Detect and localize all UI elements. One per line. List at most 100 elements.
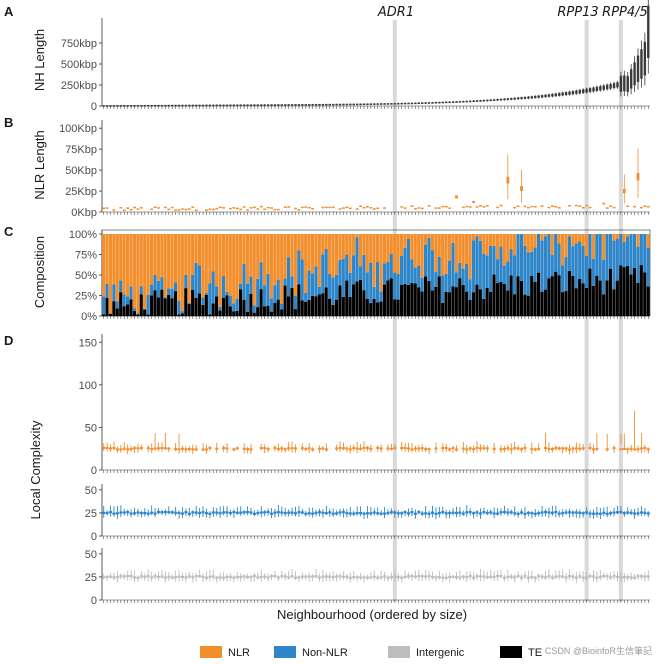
- complexity-box-non-nlr: [568, 511, 572, 514]
- y-tick-label-d3: 0: [91, 595, 97, 607]
- complexity-box-intergenic: [249, 576, 253, 579]
- composition-nlr-bar: [300, 234, 304, 260]
- composition-te-bar: [125, 304, 130, 316]
- composition-te-bar: [129, 299, 133, 316]
- nh-length-box: [530, 96, 534, 99]
- complexity-box-intergenic: [228, 575, 232, 578]
- complexity-box-non-nlr: [198, 511, 202, 515]
- nlr-length-box: [177, 209, 181, 211]
- complexity-box-intergenic: [204, 576, 208, 579]
- complexity-box-intergenic: [266, 576, 270, 579]
- complexity-box-non-nlr: [509, 511, 513, 514]
- complexity-box-nlr: [400, 446, 404, 450]
- complexity-box-non-nlr: [526, 511, 530, 514]
- nlr-length-box: [417, 207, 421, 209]
- nlr-length-box: [585, 204, 589, 207]
- composition-nlr-bar: [293, 234, 297, 296]
- composition-nlr-bar: [286, 234, 291, 258]
- nh-length-box: [277, 104, 280, 106]
- composition-nlr-bar: [509, 234, 513, 250]
- composition-nlr-bar: [262, 234, 267, 286]
- composition-nonnlr-bar: [389, 253, 393, 279]
- composition-nlr-bar: [225, 234, 229, 292]
- complexity-box-non-nlr: [174, 511, 178, 514]
- complexity-box-nlr: [605, 448, 609, 451]
- nlr-length-box: [369, 207, 373, 209]
- complexity-box-intergenic: [232, 576, 236, 579]
- complexity-box-nlr: [478, 447, 482, 450]
- composition-te-bar: [310, 295, 315, 316]
- complexity-box-nlr: [427, 448, 431, 451]
- composition-te-bar: [379, 301, 383, 316]
- complexity-box-non-nlr: [355, 512, 359, 515]
- complexity-box-intergenic: [222, 576, 226, 579]
- y-tick-label-c: 25%: [75, 291, 97, 303]
- complexity-box-non-nlr: [598, 512, 602, 515]
- composition-te-bar: [595, 275, 599, 316]
- complexity-box-intergenic: [112, 576, 116, 579]
- nh-length-box: [520, 97, 523, 100]
- nh-length-box: [102, 105, 105, 107]
- complexity-box-intergenic: [194, 575, 198, 578]
- complexity-box-non-nlr: [300, 511, 304, 514]
- complexity-box-nlr: [150, 448, 154, 451]
- nh-length-box: [126, 105, 129, 107]
- composition-nonnlr-bar: [338, 259, 342, 286]
- complexity-box-intergenic: [410, 574, 414, 578]
- nh-length-box: [479, 100, 482, 102]
- composition-te-bar: [468, 299, 472, 316]
- complexity-box-nlr: [441, 447, 445, 450]
- composition-nonnlr-bar: [547, 234, 551, 279]
- nlr-length-box: [581, 206, 585, 209]
- composition-nonnlr-bar: [273, 285, 277, 303]
- complexity-box-intergenic: [550, 576, 554, 579]
- complexity-box-intergenic: [129, 574, 133, 578]
- composition-te-bar: [632, 267, 637, 316]
- composition-nlr-bar: [365, 234, 369, 273]
- composition-nonnlr-bar: [191, 274, 195, 290]
- composition-te-bar: [646, 286, 650, 316]
- composition-nlr-bar: [376, 234, 380, 263]
- composition-nonnlr-bar: [304, 292, 308, 302]
- nlr-length-box: [167, 208, 171, 211]
- composition-nonnlr-bar: [530, 251, 534, 276]
- composition-nlr-bar: [228, 234, 232, 296]
- composition-te-bar: [293, 309, 297, 316]
- complexity-box-intergenic: [239, 575, 243, 579]
- complexity-box-intergenic: [554, 575, 558, 578]
- composition-te-bar: [475, 284, 479, 316]
- nh-length-box: [147, 105, 150, 107]
- composition-nonnlr-bar: [242, 264, 246, 300]
- complexity-box-nlr: [520, 448, 524, 451]
- composition-nlr-bar: [560, 234, 565, 266]
- complexity-box-nlr: [475, 446, 479, 449]
- complexity-box-non-nlr: [396, 512, 400, 515]
- complexity-box-nlr: [581, 447, 585, 450]
- complexity-box-non-nlr: [160, 511, 164, 514]
- composition-te-bar: [321, 293, 325, 316]
- nlr-length-box: [646, 205, 650, 208]
- complexity-box-non-nlr: [352, 512, 356, 515]
- composition-nonnlr-bar: [502, 265, 506, 285]
- nlr-length-box: [208, 208, 212, 211]
- complexity-box-nlr: [242, 447, 246, 450]
- complexity-box-intergenic: [633, 576, 637, 579]
- y-tick-label-d2: 0: [91, 531, 97, 543]
- complexity-box-non-nlr: [383, 512, 387, 515]
- composition-nonnlr-bar: [526, 252, 530, 296]
- composition-nlr-bar: [557, 234, 561, 244]
- nlr-length-box: [533, 206, 537, 208]
- complexity-box-nlr: [355, 447, 359, 450]
- nlr-length-box: [191, 206, 195, 208]
- nh-length-box: [431, 102, 434, 104]
- composition-nonnlr-bar: [584, 256, 589, 288]
- nh-length-box: [386, 103, 390, 105]
- nh-length-box: [256, 104, 260, 106]
- nh-length-box: [150, 104, 153, 107]
- complexity-box-non-nlr: [307, 512, 311, 515]
- nh-length-box: [266, 104, 270, 106]
- complexity-box-intergenic: [540, 575, 544, 578]
- complexity-box-intergenic: [153, 575, 157, 578]
- nh-length-box: [218, 104, 222, 107]
- composition-nonnlr-bar: [324, 248, 328, 288]
